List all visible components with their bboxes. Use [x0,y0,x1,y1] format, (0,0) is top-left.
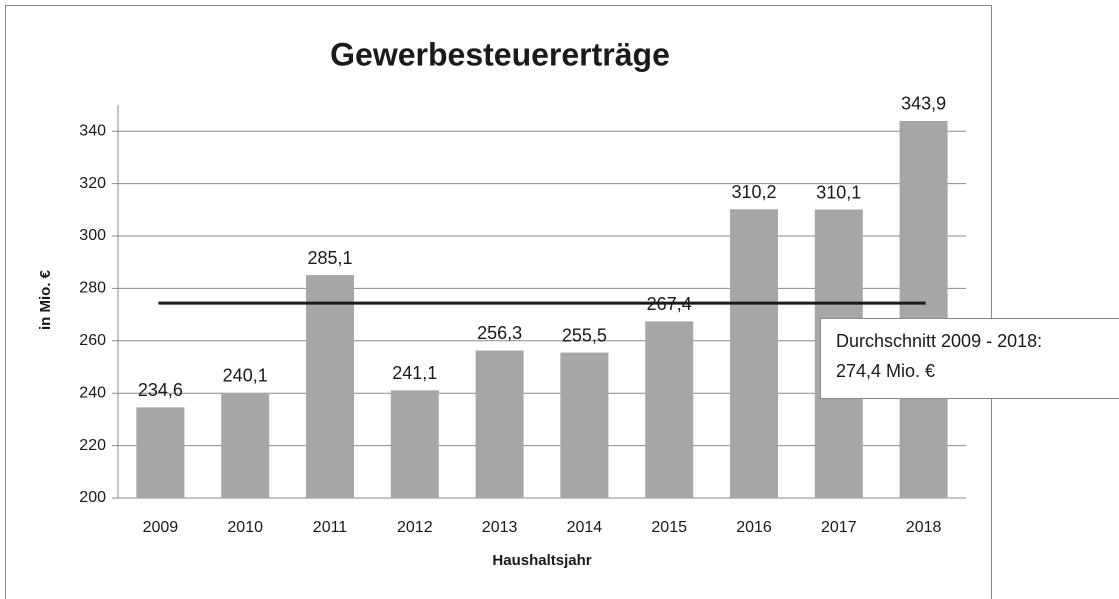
x-tick-label: 2018 [906,519,942,536]
bar [306,275,354,498]
bar [899,120,948,499]
x-tick-label: 2017 [821,519,857,536]
value-label: 240,1 [223,366,268,386]
value-label: 285,1 [307,248,352,268]
x-tick-label: 2014 [567,519,603,536]
value-label: 256,3 [477,323,522,343]
y-tick-label: 300 [79,227,106,244]
y-tick-label: 240 [79,384,106,401]
y-tick-label: 260 [79,332,106,349]
x-tick-label: 2012 [397,519,433,536]
y-tick-label: 200 [79,489,106,506]
bar [730,209,778,498]
bar [390,390,439,498]
bar [475,350,524,498]
x-tick-label: 2009 [143,519,179,536]
x-tick-label: 2013 [482,519,518,536]
value-label: 310,2 [731,182,776,202]
value-label: 343,9 [901,94,946,114]
y-axis-label: in Mio. € [37,269,54,330]
value-label: 241,1 [392,363,437,383]
bar [221,392,270,498]
annotation-text: 274,4 Mio. € [836,361,935,381]
bar [560,352,609,498]
bar [136,407,185,498]
x-axis-label: Haushaltsjahr [492,552,591,569]
bar [645,321,694,498]
value-label: 310,1 [816,182,861,202]
x-tick-label: 2011 [313,519,348,536]
chart-title: Gewerbesteuererträge [330,36,670,72]
value-label: 234,6 [138,380,183,400]
annotation-box [820,318,1119,399]
x-tick-label: 2010 [227,519,263,536]
y-tick-label: 320 [79,175,106,192]
y-tick-label: 280 [79,280,106,297]
y-tick-label: 340 [79,122,106,139]
value-label: 255,5 [562,325,607,345]
x-tick-label: 2015 [651,519,687,536]
y-tick-label: 220 [79,437,106,454]
annotation-text: Durchschnitt 2009 - 2018: [836,331,1042,351]
x-tick-label: 2016 [736,519,772,536]
